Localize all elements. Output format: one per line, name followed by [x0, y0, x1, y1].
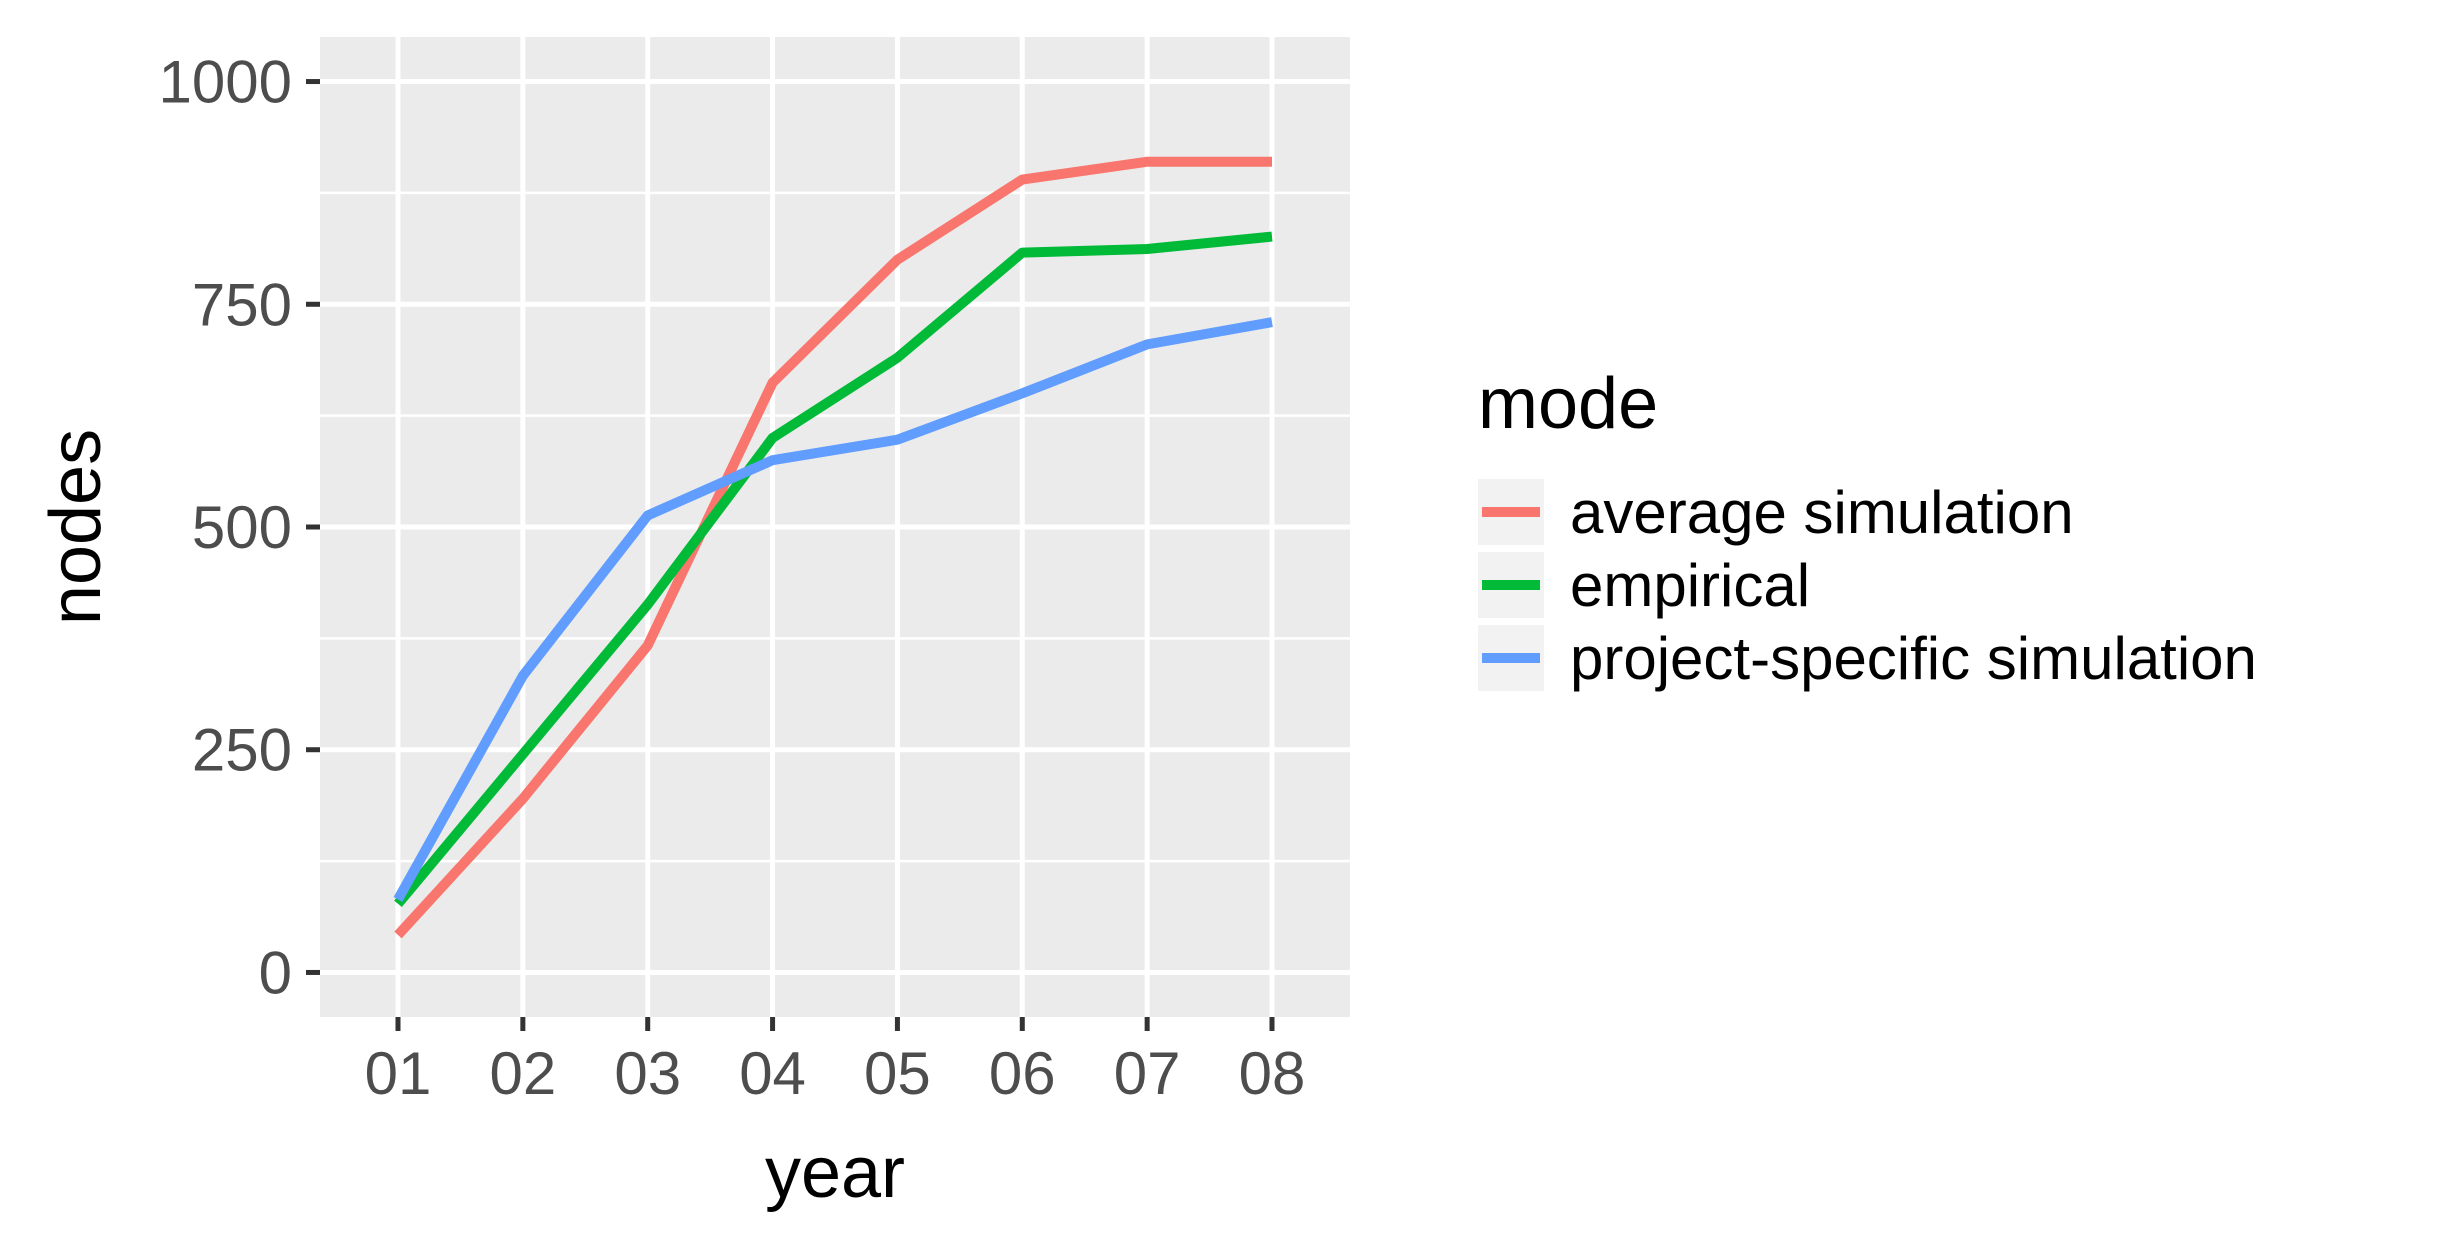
x-tick-label: 03 [614, 1040, 681, 1107]
legend-label: average simulation [1570, 479, 2074, 546]
data-point [1267, 157, 1277, 167]
data-point [892, 255, 902, 265]
y-tick-label: 0 [259, 939, 292, 1006]
x-axis-title: year [765, 1133, 905, 1213]
series-line [394, 231, 1273, 908]
legend-label: project-specific simulation [1570, 625, 2257, 692]
data-point [1267, 317, 1277, 327]
x-tick-label: 01 [365, 1040, 432, 1107]
data-point [518, 749, 528, 759]
x-tick-label: 06 [989, 1040, 1056, 1107]
legend: mode average simulationempiricalproject-… [1478, 364, 2257, 692]
series-line [393, 317, 1273, 902]
data-point [643, 510, 653, 520]
x-tick-label: 08 [1239, 1040, 1306, 1107]
legend-label: empirical [1570, 552, 1810, 619]
y-tick-label: 750 [192, 271, 292, 338]
x-tick-label: 05 [864, 1040, 931, 1107]
legend-title: mode [1478, 364, 1658, 444]
data-point [1267, 232, 1277, 242]
data-point [768, 378, 778, 388]
data-point [1017, 388, 1027, 398]
data-point [1142, 244, 1152, 254]
x-tick-label: 04 [739, 1040, 806, 1107]
data-point [643, 640, 653, 650]
series-line [394, 156, 1272, 939]
data-point [393, 930, 403, 940]
y-axis-title: nodes [36, 429, 116, 625]
y-tick-label: 500 [192, 494, 292, 561]
data-point [1142, 157, 1152, 167]
data-point [518, 671, 528, 681]
data-point [518, 794, 528, 804]
axes: 0 250 500 750 1000 01 02 03 04 05 06 07 08 [159, 49, 1306, 1107]
series-lines [393, 156, 1277, 940]
data-point [393, 894, 403, 904]
y-tick-label: 250 [192, 717, 292, 784]
grid-lines [320, 37, 1350, 1017]
y-tick-label: 1000 [159, 49, 292, 116]
data-point [1017, 175, 1027, 185]
legend-items: average simulationempiricalproject-speci… [1478, 479, 2257, 692]
data-point [768, 455, 778, 465]
data-point [643, 600, 653, 610]
data-point [1017, 248, 1027, 258]
x-tick-label: 07 [1114, 1040, 1181, 1107]
data-point [1142, 339, 1152, 349]
data-point [892, 435, 902, 445]
data-point [892, 353, 902, 363]
data-point [768, 433, 778, 443]
x-tick-label: 02 [489, 1040, 556, 1107]
